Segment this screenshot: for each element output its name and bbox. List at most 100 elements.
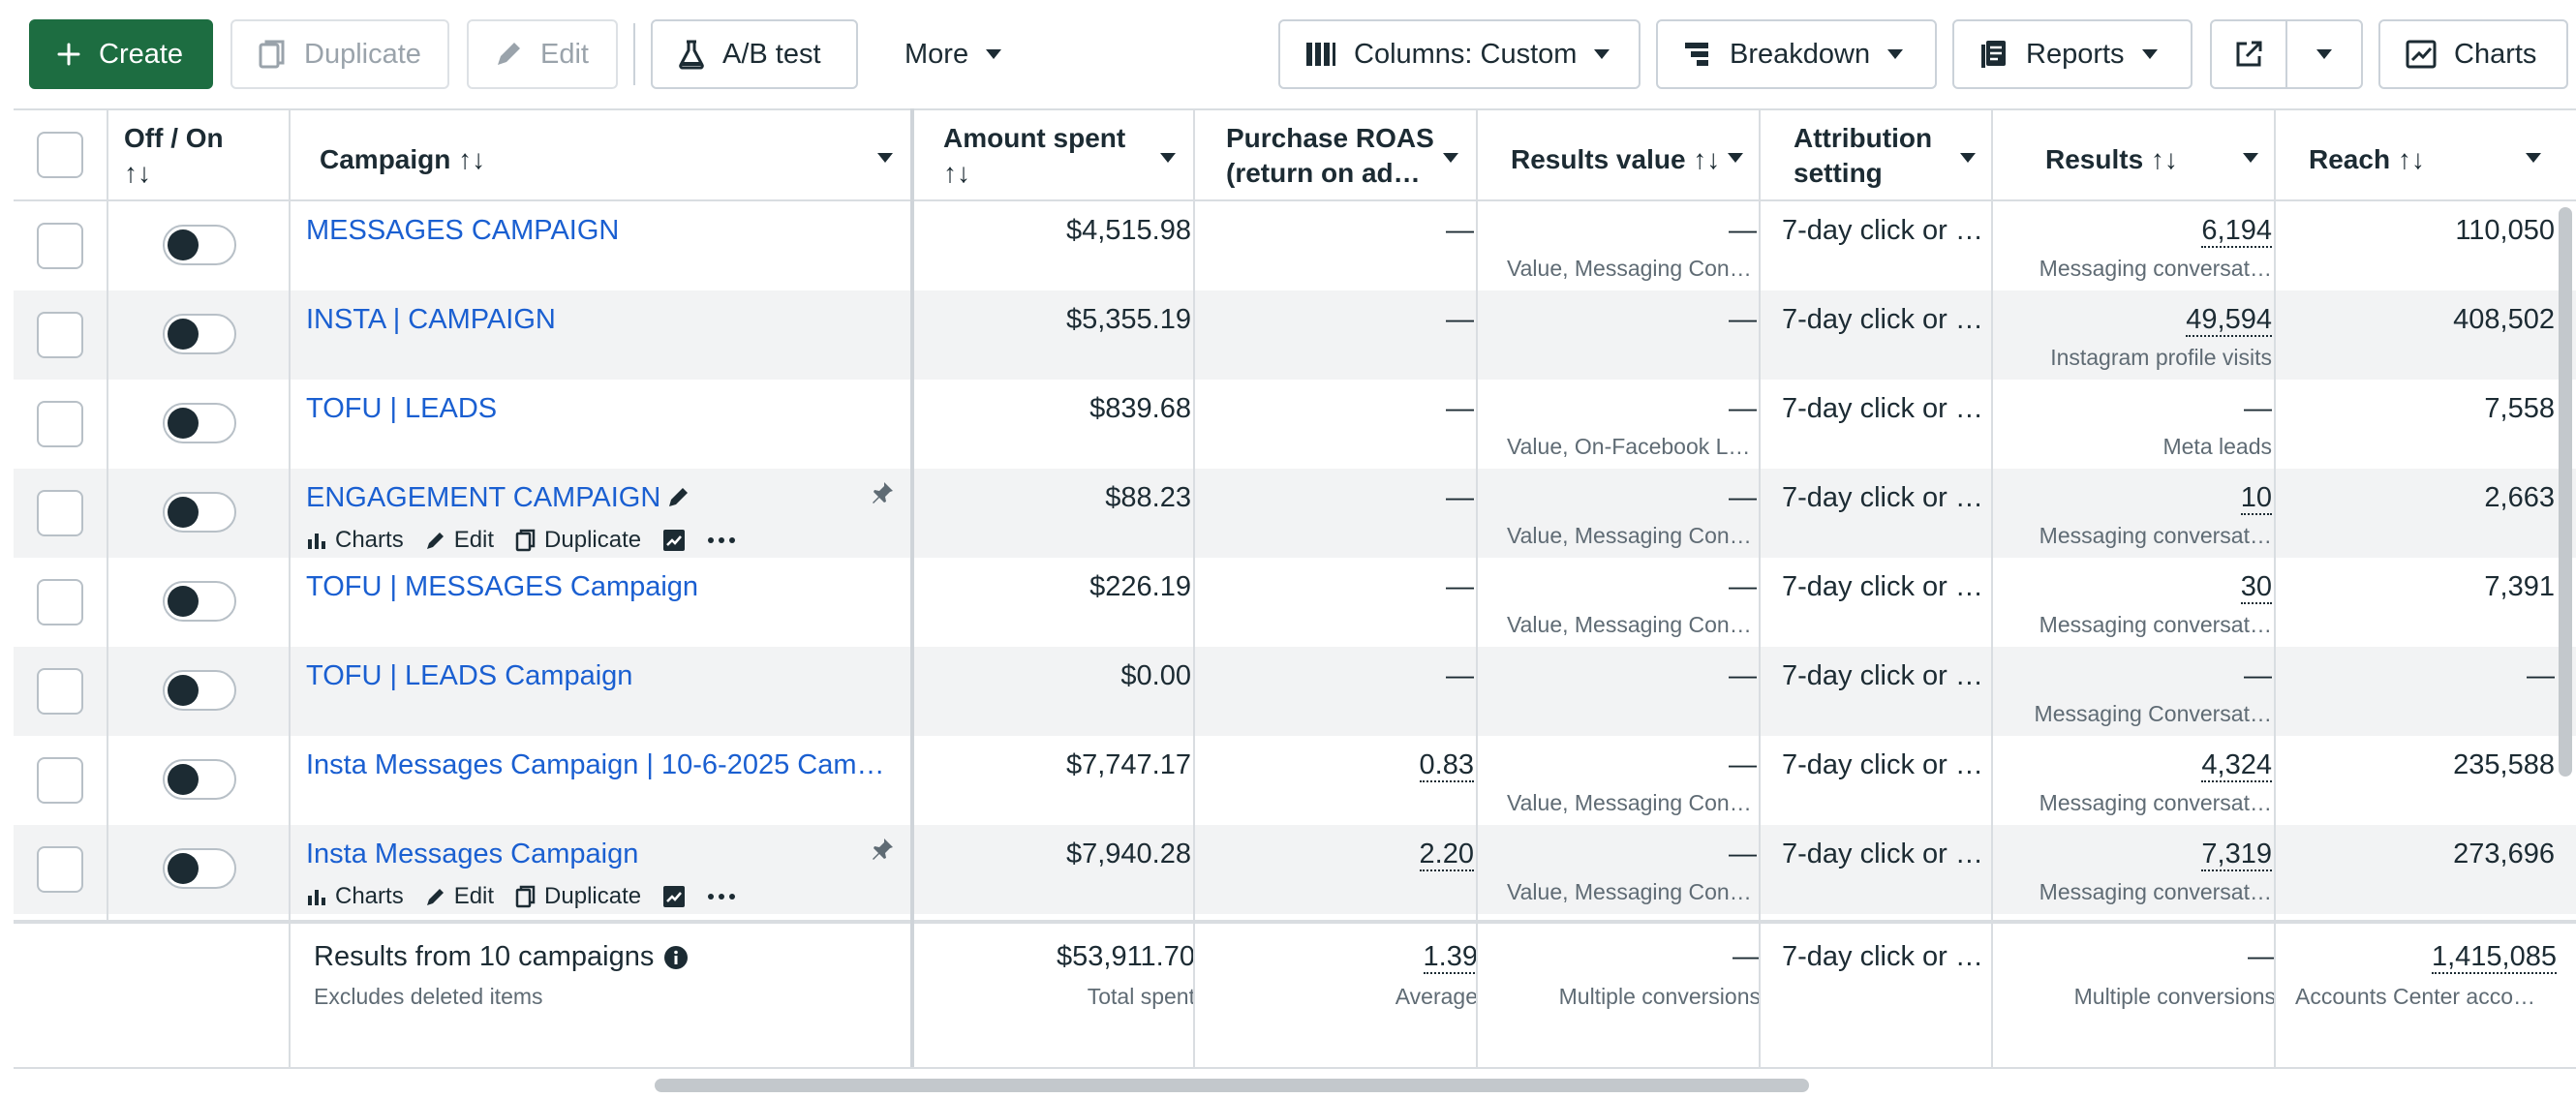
campaign-toggle[interactable] <box>163 848 236 889</box>
chevron-down-icon[interactable] <box>877 153 893 163</box>
row-checkbox[interactable] <box>37 579 83 625</box>
table-row[interactable]: ENGAGEMENT CAMPAIGN Charts Edit Duplicate $8… <box>14 469 2576 558</box>
row-checkbox[interactable] <box>37 668 83 715</box>
footer-amount-spent: $53,911.70 <box>1057 941 1195 972</box>
chevron-down-icon[interactable] <box>2526 153 2541 163</box>
pin-icon[interactable] <box>870 480 895 505</box>
campaign-name-link[interactable]: Insta Messages Campaign <box>306 839 639 869</box>
row-duplicate-action[interactable]: Duplicate <box>515 527 641 554</box>
row-chart-trend-action[interactable] <box>662 529 686 552</box>
campaign-toggle[interactable] <box>163 759 236 800</box>
row-checkbox[interactable] <box>37 757 83 804</box>
results-cell[interactable]: 6,194 <box>2201 215 2272 248</box>
campaign-name-link[interactable]: ENGAGEMENT CAMPAIGN <box>306 482 661 513</box>
pencil-icon[interactable] <box>666 484 691 509</box>
toggle-knob <box>168 675 199 706</box>
pin-icon[interactable] <box>870 837 895 862</box>
row-checkbox[interactable] <box>37 312 83 358</box>
header-results[interactable]: Results ↑↓ <box>2010 110 2287 201</box>
campaign-name-link[interactable]: INSTA | CAMPAIGN <box>306 304 556 335</box>
info-icon[interactable] <box>663 945 689 970</box>
campaign-toggle[interactable] <box>163 670 236 711</box>
flask-icon <box>678 39 705 70</box>
header-attribution-setting[interactable]: Attribution setting <box>1778 110 2007 201</box>
campaign-name-link[interactable]: TOFU | LEADS Campaign <box>306 660 633 691</box>
charts-button[interactable]: Charts <box>2378 19 2568 89</box>
results-cell[interactable]: 49,594 <box>2186 304 2272 337</box>
more-label: More <box>905 38 969 70</box>
results-cell[interactable]: 10 <box>2240 482 2272 515</box>
columns-button[interactable]: Columns: Custom <box>1278 19 1641 89</box>
chevron-down-icon[interactable] <box>2243 153 2258 163</box>
row-chart-trend-action[interactable] <box>662 885 686 908</box>
more-options-icon[interactable] <box>707 536 736 544</box>
create-button[interactable]: Create <box>29 19 213 89</box>
table-row[interactable]: Insta Messages Campaign | 10-6-2025 Camp… <box>14 736 2576 825</box>
row-charts-action[interactable]: Charts <box>306 527 404 554</box>
header-attr-label-2: setting <box>1794 158 1883 188</box>
breakdown-button[interactable]: Breakdown <box>1656 19 1937 89</box>
footer-results-label: Multiple conversions <box>2073 984 2276 1009</box>
header-attr-label: Attribution <box>1794 123 1933 153</box>
header-reach-label: Reach ↑↓ <box>2309 144 2425 174</box>
chevron-down-icon[interactable] <box>1443 153 1458 163</box>
campaign-name-link[interactable]: MESSAGES CAMPAIGN <box>306 215 620 246</box>
row-checkbox[interactable] <box>37 401 83 447</box>
select-all-checkbox[interactable] <box>37 132 83 178</box>
table-row[interactable]: INSTA | CAMPAIGN $5,355.19 — — 7-day click o… <box>14 290 2576 380</box>
reports-button[interactable]: Reports <box>1952 19 2193 89</box>
row-checkbox[interactable] <box>37 846 83 893</box>
campaign-toggle[interactable] <box>163 225 236 265</box>
row-checkbox[interactable] <box>37 223 83 269</box>
results-cell[interactable]: 4,324 <box>2201 749 2272 782</box>
row-charts-action[interactable]: Charts <box>306 883 404 910</box>
table-row[interactable]: TOFU | LEADS $839.68 — — Value, On-Facebook … <box>14 380 2576 469</box>
footer-reach[interactable]: 1,415,085 <box>2431 941 2557 974</box>
campaign-name-link[interactable]: TOFU | MESSAGES Campaign <box>306 571 699 602</box>
table-row[interactable]: MESSAGES CAMPAIGN $4,515.98 — — Value, Messa… <box>14 201 2576 290</box>
column-divider <box>1759 108 1761 1067</box>
campaign-toggle[interactable] <box>163 314 236 354</box>
results-cell[interactable]: 7,319 <box>2201 839 2272 871</box>
results-subtext: Instagram profile visits <box>2050 345 2272 370</box>
chevron-down-icon[interactable] <box>1160 153 1176 163</box>
export-button-group <box>2210 19 2363 89</box>
row-edit-action[interactable]: Edit <box>425 883 494 910</box>
row-checkbox[interactable] <box>37 490 83 536</box>
campaign-toggle[interactable] <box>163 581 236 622</box>
chevron-down-icon[interactable] <box>1728 153 1743 163</box>
purchase-roas-cell[interactable]: 2.20 <box>1419 839 1474 871</box>
header-purchase-roas[interactable]: Purchase ROAS (return on ad… <box>1211 110 1487 201</box>
export-button[interactable] <box>2212 21 2287 87</box>
column-divider <box>1193 108 1195 1067</box>
table-row[interactable]: TOFU | MESSAGES Campaign $226.19 — — Value, … <box>14 558 2576 647</box>
header-amount-spent[interactable]: Amount spent ↑↓ <box>928 110 1205 201</box>
header-campaign[interactable]: Campaign ↑↓ <box>304 110 924 201</box>
footer-roas[interactable]: 1.39 <box>1423 941 1478 974</box>
header-reach[interactable]: Reach ↑↓ <box>2293 110 2570 201</box>
results-subtext: Messaging conversat… <box>2039 256 2272 281</box>
toggle-knob <box>168 229 199 260</box>
edit-button[interactable]: Edit <box>467 19 618 89</box>
results-value-subtext: Value, Messaging Con… <box>1507 256 1752 281</box>
row-duplicate-action[interactable]: Duplicate <box>515 883 641 910</box>
row-edit-action[interactable]: Edit <box>425 527 494 554</box>
results-cell[interactable]: 30 <box>2240 571 2272 604</box>
chevron-down-icon[interactable] <box>1960 153 1976 163</box>
campaign-name-link[interactable]: Insta Messages Campaign | 10-6-2025 Camp… <box>306 749 897 780</box>
header-results-value[interactable]: Results value ↑↓ <box>1495 110 1772 201</box>
horizontal-scrollbar[interactable] <box>655 1079 1809 1092</box>
header-off-on[interactable]: Off / On ↑↓ <box>108 110 302 201</box>
purchase-roas-cell[interactable]: 0.83 <box>1419 749 1474 782</box>
more-button[interactable]: More <box>877 19 1032 89</box>
campaign-name-link[interactable]: TOFU | LEADS <box>306 393 498 424</box>
table-row[interactable]: Insta Messages Campaign Charts Edit Duplica… <box>14 825 2576 914</box>
vertical-scrollbar[interactable] <box>2559 207 2572 777</box>
ab-test-button[interactable]: A/B test <box>651 19 858 89</box>
export-dropdown-button[interactable] <box>2287 21 2361 87</box>
table-row[interactable]: TOFU | LEADS Campaign $0.00 — — 7-day click … <box>14 647 2576 736</box>
more-options-icon[interactable] <box>707 893 736 900</box>
duplicate-button[interactable]: Duplicate <box>230 19 449 89</box>
campaign-toggle[interactable] <box>163 492 236 533</box>
campaign-toggle[interactable] <box>163 403 236 443</box>
